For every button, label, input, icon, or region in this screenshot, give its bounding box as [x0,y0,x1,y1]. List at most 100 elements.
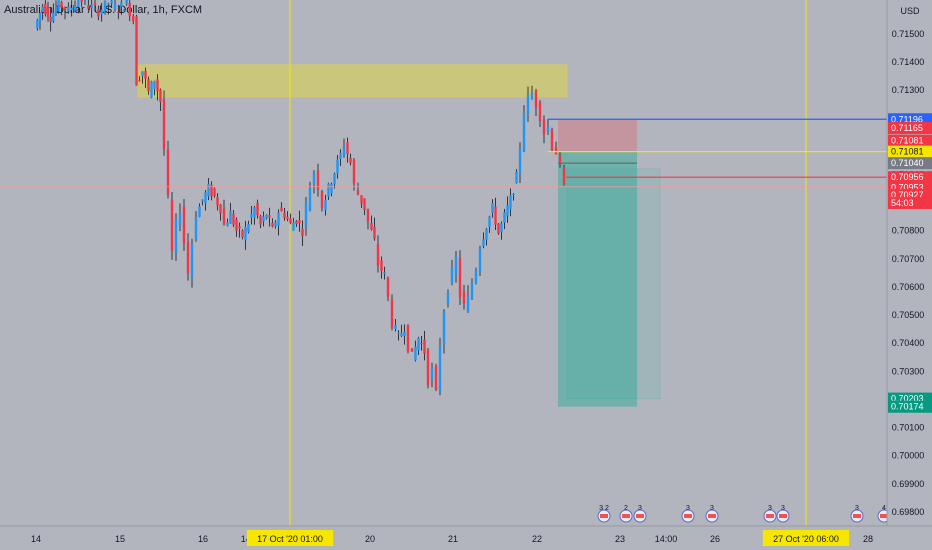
candle-body [518,148,522,174]
price-tag-label: 0.71040 [891,158,924,168]
candle-body [244,226,247,241]
candle-body [327,183,330,197]
candle-body [54,6,58,14]
candle-body [144,70,147,79]
event-count-label: 3 [855,505,859,512]
candle-body [150,81,153,98]
flag-stripe-icon [708,514,716,518]
candle-body [274,222,277,227]
candle-body [526,94,530,114]
candle-body [289,218,292,224]
flag-stripe-icon [779,514,787,518]
flag-stripe-icon [766,514,774,518]
candle-body [301,228,304,237]
candle-body [80,0,83,2]
event-count-label: 3 [710,505,714,512]
price-tag-label: 0.70927 [891,190,924,200]
candle-body [403,331,406,337]
candle-body [93,2,97,6]
candle-body [77,0,80,7]
price-tag: 54:03 [888,197,932,210]
candle-body [336,159,339,174]
economic-events[interactable]: 3 2 2 3 3 3 3 3 3 4 [597,505,891,523]
candle-body [312,173,316,185]
candle-body [283,212,286,218]
candle-body [241,230,244,238]
candle-body [383,272,386,274]
price-tag-bg [888,121,932,134]
candle-body [186,241,190,274]
flag-stripe-icon [622,514,630,518]
price-tick-label: 0.70800 [892,226,925,236]
candle-body [400,333,403,337]
price-tag: 0.70956 [888,171,932,184]
price-tick-label: 0.69800 [892,507,925,517]
time-tick-label: 22 [532,534,542,544]
candle-body [534,90,538,108]
candle-body [426,349,430,386]
candle-body [265,215,268,219]
candle-body [497,223,500,234]
candle-body [295,220,298,224]
time-tick-label: 16 [198,534,208,544]
candle-body [470,281,474,299]
price-axis-bg[interactable] [887,0,932,550]
candle-body [253,207,256,218]
stop-loss-zone[interactable] [558,119,637,152]
candle-body [342,146,346,156]
price-tag: 0.71040 [888,157,932,170]
candle-body [201,199,204,202]
candle-body [194,217,198,241]
candle-body [277,212,280,226]
supply-zone-rectangle[interactable] [137,64,568,98]
candle-body [46,7,50,17]
candle-body [330,184,333,194]
candle-body [515,171,518,184]
candle-body [60,2,63,8]
price-tag-label: 0.71165 [891,123,923,133]
candle-body [509,195,512,210]
price-tag-label: 0.71081 [891,136,924,146]
candle-body [247,223,250,232]
price-tick-label: 0.70400 [892,338,925,348]
candle-body [434,366,438,390]
candles [36,0,566,396]
candle-body [229,211,232,224]
candle-body [558,154,562,164]
candle-body [280,207,283,212]
candle-body [174,219,178,253]
candle-body [67,6,70,12]
time-tick-label: 26 [710,534,720,544]
candle-body [346,142,349,155]
candle-body [500,223,503,232]
candle-body [491,203,494,213]
flag-stripe-icon [600,514,608,518]
candle-body [292,222,295,231]
candle-body [394,325,397,330]
ghost-target-box[interactable] [566,168,661,400]
price-tag: 0.71165 [888,121,932,134]
price-lines[interactable] [0,118,887,188]
candle-body [478,248,482,272]
price-tag-bg [888,134,932,147]
candle-body [397,332,400,334]
candle-body [485,228,488,240]
candle-body [73,4,77,11]
candle-body [178,212,182,226]
take-profit-zone[interactable] [558,151,637,407]
candle-body [304,202,308,227]
candle-body [466,294,470,312]
candle-body [135,16,138,86]
candle-body [256,202,259,216]
price-tags: 0.711960.711650.710810.710810.710400.709… [888,113,932,413]
candle-body [360,195,363,204]
price-tag-label: 0.70203 [891,394,924,404]
price-tag-label: 0.71196 [891,114,923,124]
candle-body [320,191,324,209]
price-tick-label: 0.69900 [892,479,925,489]
drawings[interactable] [137,64,661,407]
time-cursor-label-bg [246,530,334,546]
